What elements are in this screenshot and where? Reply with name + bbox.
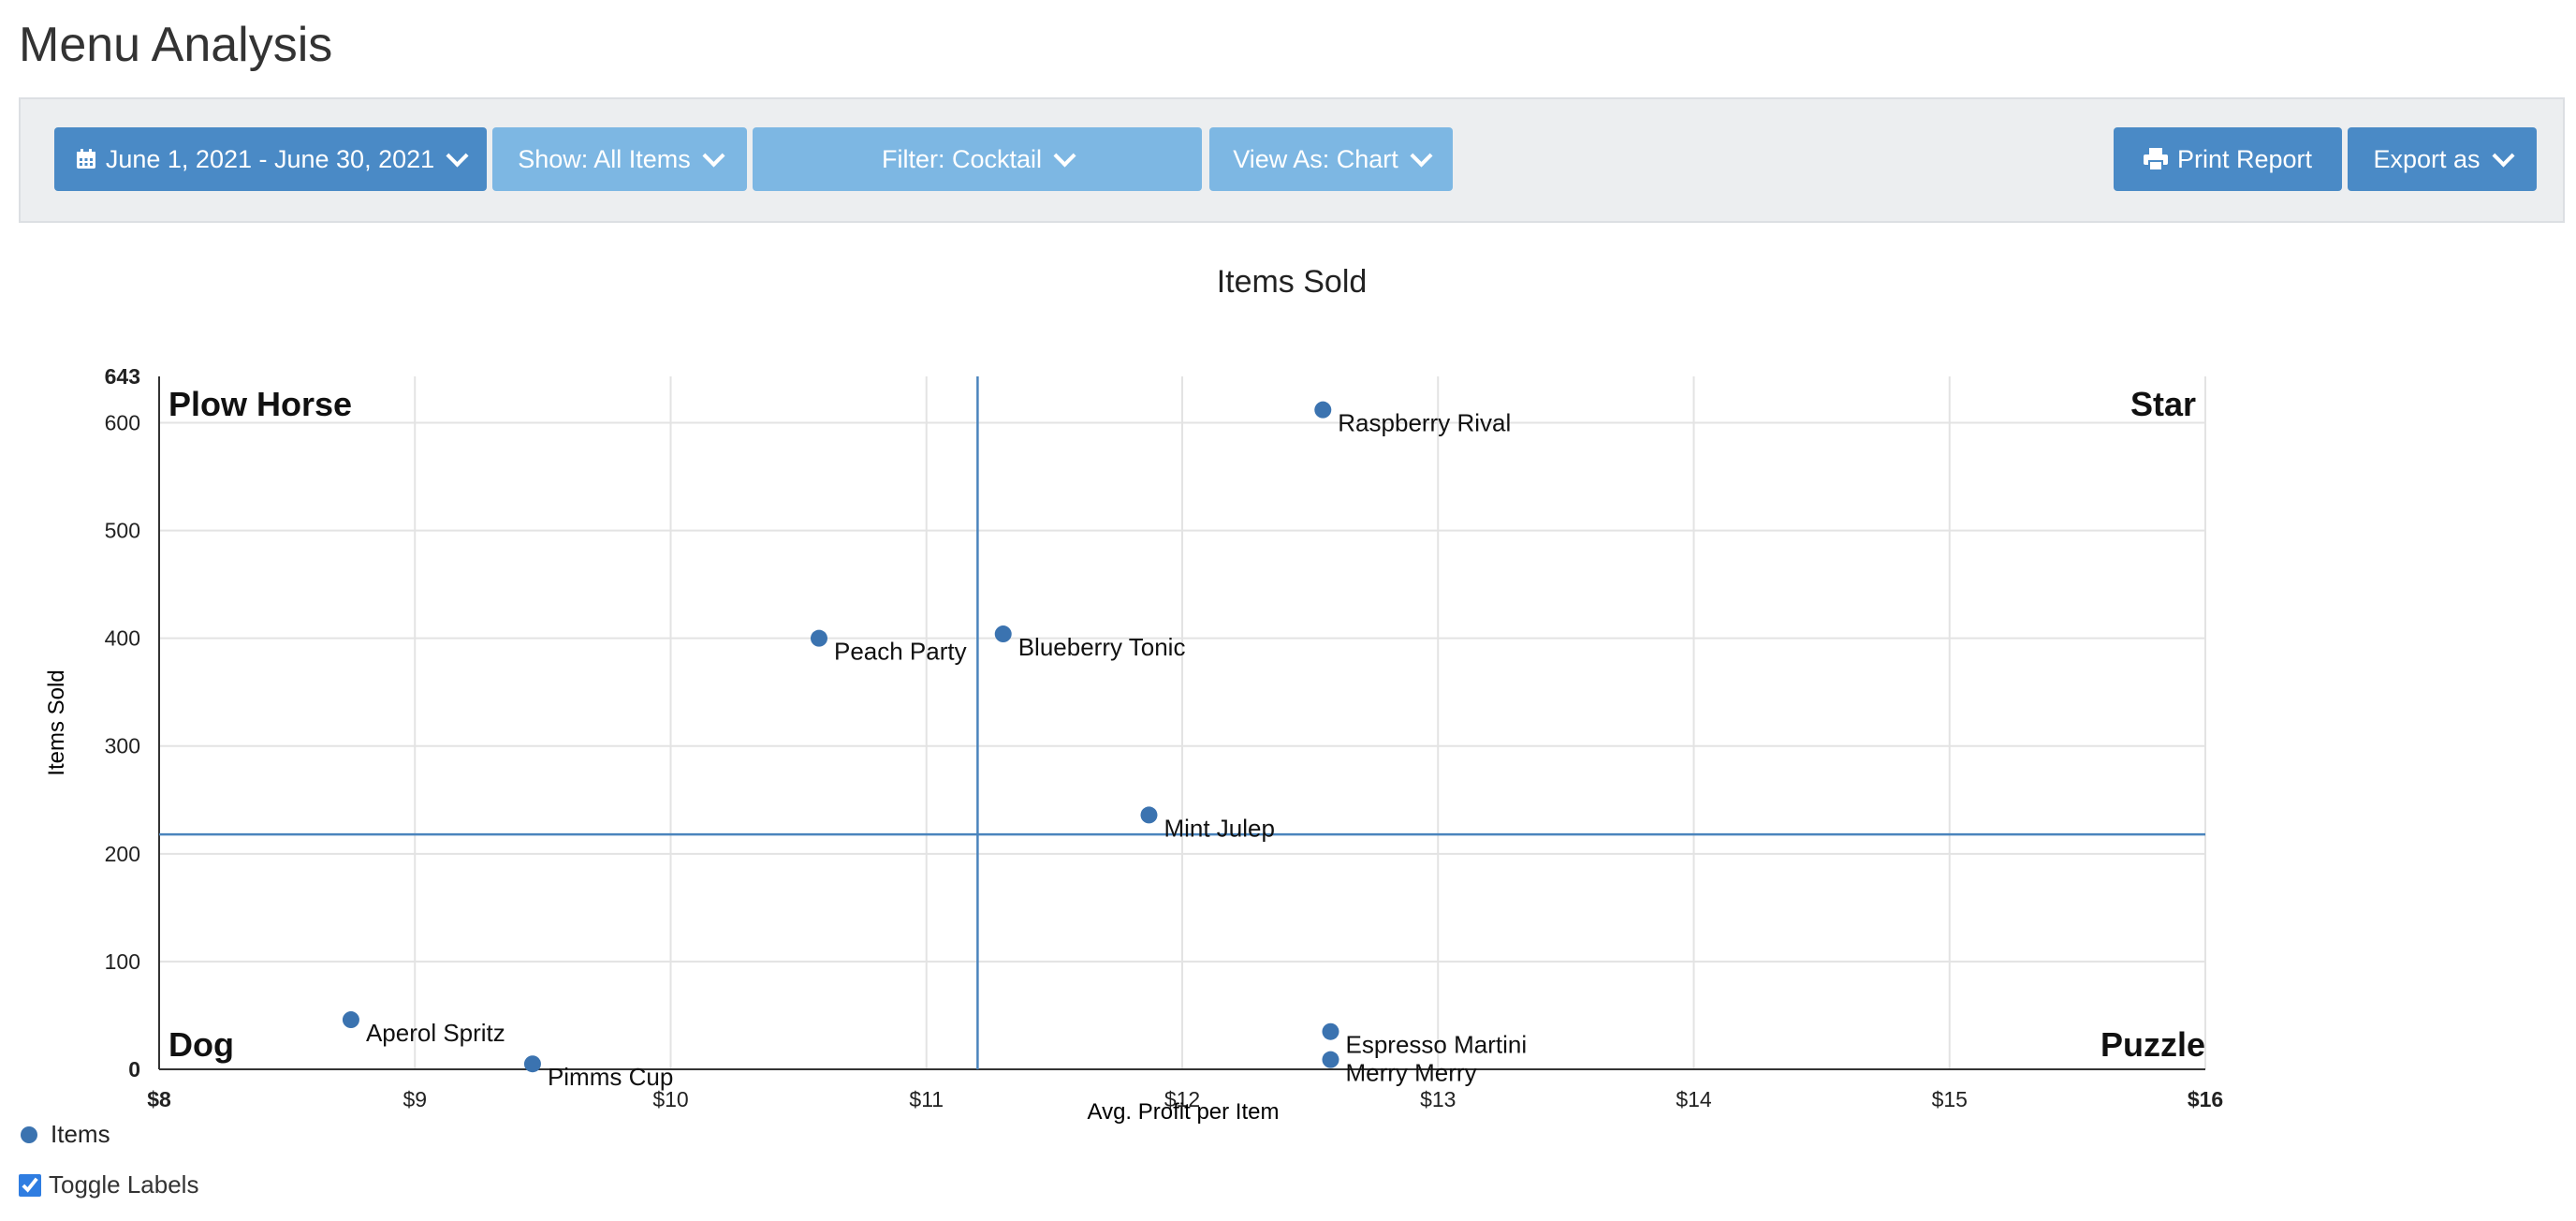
scatter-chart: Items Sold $8 $9 $10 $11 $12 $13 $14 $15 $16 0 100… xyxy=(44,264,2224,1124)
data-point[interactable] xyxy=(1322,1051,1339,1068)
export-label: Export as xyxy=(2373,144,2481,173)
data-point-label: Mint Julep xyxy=(1164,814,1275,842)
printer-icon xyxy=(2143,148,2168,170)
reference-lines xyxy=(159,376,2205,1069)
x-tick-label: $10 xyxy=(652,1087,688,1111)
show-items-label: Show: All Items xyxy=(518,144,691,173)
data-point-label: Pimms Cup xyxy=(548,1063,673,1091)
view-as-dropdown[interactable]: View As: Chart xyxy=(1209,127,1453,191)
data-point-label: Raspberry Rival xyxy=(1338,409,1511,437)
data-point-label: Blueberry Tonic xyxy=(1018,633,1186,661)
y-tick-label: 200 xyxy=(105,842,140,866)
x-axis-label: Avg. Profit per Item xyxy=(1088,1099,1280,1124)
date-range-label: June 1, 2021 - June 30, 2021 xyxy=(105,144,435,173)
view-as-label: View As: Chart xyxy=(1233,144,1398,173)
page-title: Menu Analysis xyxy=(19,18,333,72)
data-point-label: Peach Party xyxy=(834,638,967,666)
x-tick-label: $13 xyxy=(1420,1087,1456,1111)
y-tick-label: 600 xyxy=(105,410,140,434)
chevron-down-icon xyxy=(446,143,469,168)
data-point-label: Espresso Martini xyxy=(1345,1031,1527,1059)
quadrant-label-star: Star xyxy=(2130,385,2196,423)
filter-label: Filter: Cocktail xyxy=(881,144,1043,173)
x-tick-label: $9 xyxy=(402,1087,427,1111)
print-report-label: Print Report xyxy=(2176,144,2313,173)
chevron-down-icon xyxy=(702,143,725,168)
chevron-down-icon xyxy=(1053,143,1076,168)
x-tick-label: $11 xyxy=(909,1087,944,1111)
data-point[interactable] xyxy=(1314,401,1332,419)
quadrant-label-plow-horse: Plow Horse xyxy=(168,385,352,423)
data-point[interactable] xyxy=(523,1055,541,1073)
data-point[interactable] xyxy=(994,625,1012,643)
grid-lines xyxy=(159,376,2206,1069)
toolbar: June 1, 2021 - June 30, 2021 Show: All I… xyxy=(19,97,2565,223)
x-tick-label: $16 xyxy=(2188,1087,2223,1111)
data-points: Raspberry Rival Peach Party Blueberry Toni… xyxy=(342,401,1527,1091)
x-tick-label: $8 xyxy=(147,1087,171,1111)
show-items-dropdown[interactable]: Show: All Items xyxy=(492,127,747,191)
legend[interactable]: Items xyxy=(21,1120,110,1149)
y-tick-label: 300 xyxy=(105,734,140,758)
export-dropdown[interactable]: Export as xyxy=(2348,127,2537,191)
x-tick-label: $12 xyxy=(1164,1087,1200,1111)
calendar-icon xyxy=(76,149,95,169)
y-tick-label: 643 xyxy=(105,364,140,389)
quadrant-label-dog: Dog xyxy=(168,1025,234,1064)
y-axis-label: Items Sold xyxy=(44,669,69,775)
data-point[interactable] xyxy=(810,629,827,647)
quadrant-labels: Plow Horse Star Dog Puzzle xyxy=(168,385,2205,1064)
toggle-labels-control[interactable]: Toggle Labels xyxy=(19,1170,198,1199)
chevron-down-icon xyxy=(2492,143,2515,168)
chart-title: Items Sold xyxy=(1217,264,1368,300)
toggle-labels-checkbox[interactable] xyxy=(19,1173,41,1197)
y-tick-label: 100 xyxy=(105,949,140,974)
y-tick-label: 500 xyxy=(105,519,140,543)
data-point-label: Aperol Spritz xyxy=(366,1019,505,1047)
x-tick-label: $14 xyxy=(1676,1087,1712,1111)
toggle-labels-text: Toggle Labels xyxy=(49,1170,199,1199)
y-tick-label: 400 xyxy=(105,626,140,651)
y-tick-label: 0 xyxy=(128,1057,140,1081)
legend-marker xyxy=(21,1125,37,1143)
axes: $8 $9 $10 $11 $12 $13 $14 $15 $16 0 100 200 300 400 50… xyxy=(105,364,2224,1111)
print-report-button[interactable]: Print Report xyxy=(2114,127,2342,191)
x-tick-label: $15 xyxy=(1932,1087,1968,1111)
chevron-down-icon xyxy=(1410,143,1433,168)
filter-dropdown[interactable]: Filter: Cocktail xyxy=(753,127,1202,191)
data-point[interactable] xyxy=(1322,1022,1339,1040)
data-point[interactable] xyxy=(1140,806,1158,824)
data-point[interactable] xyxy=(342,1011,359,1029)
quadrant-label-puzzle: Puzzle xyxy=(2100,1025,2205,1064)
data-point-label: Merry Merry xyxy=(1345,1059,1476,1087)
legend-label: Items xyxy=(51,1120,110,1148)
date-range-button[interactable]: June 1, 2021 - June 30, 2021 xyxy=(54,127,487,191)
